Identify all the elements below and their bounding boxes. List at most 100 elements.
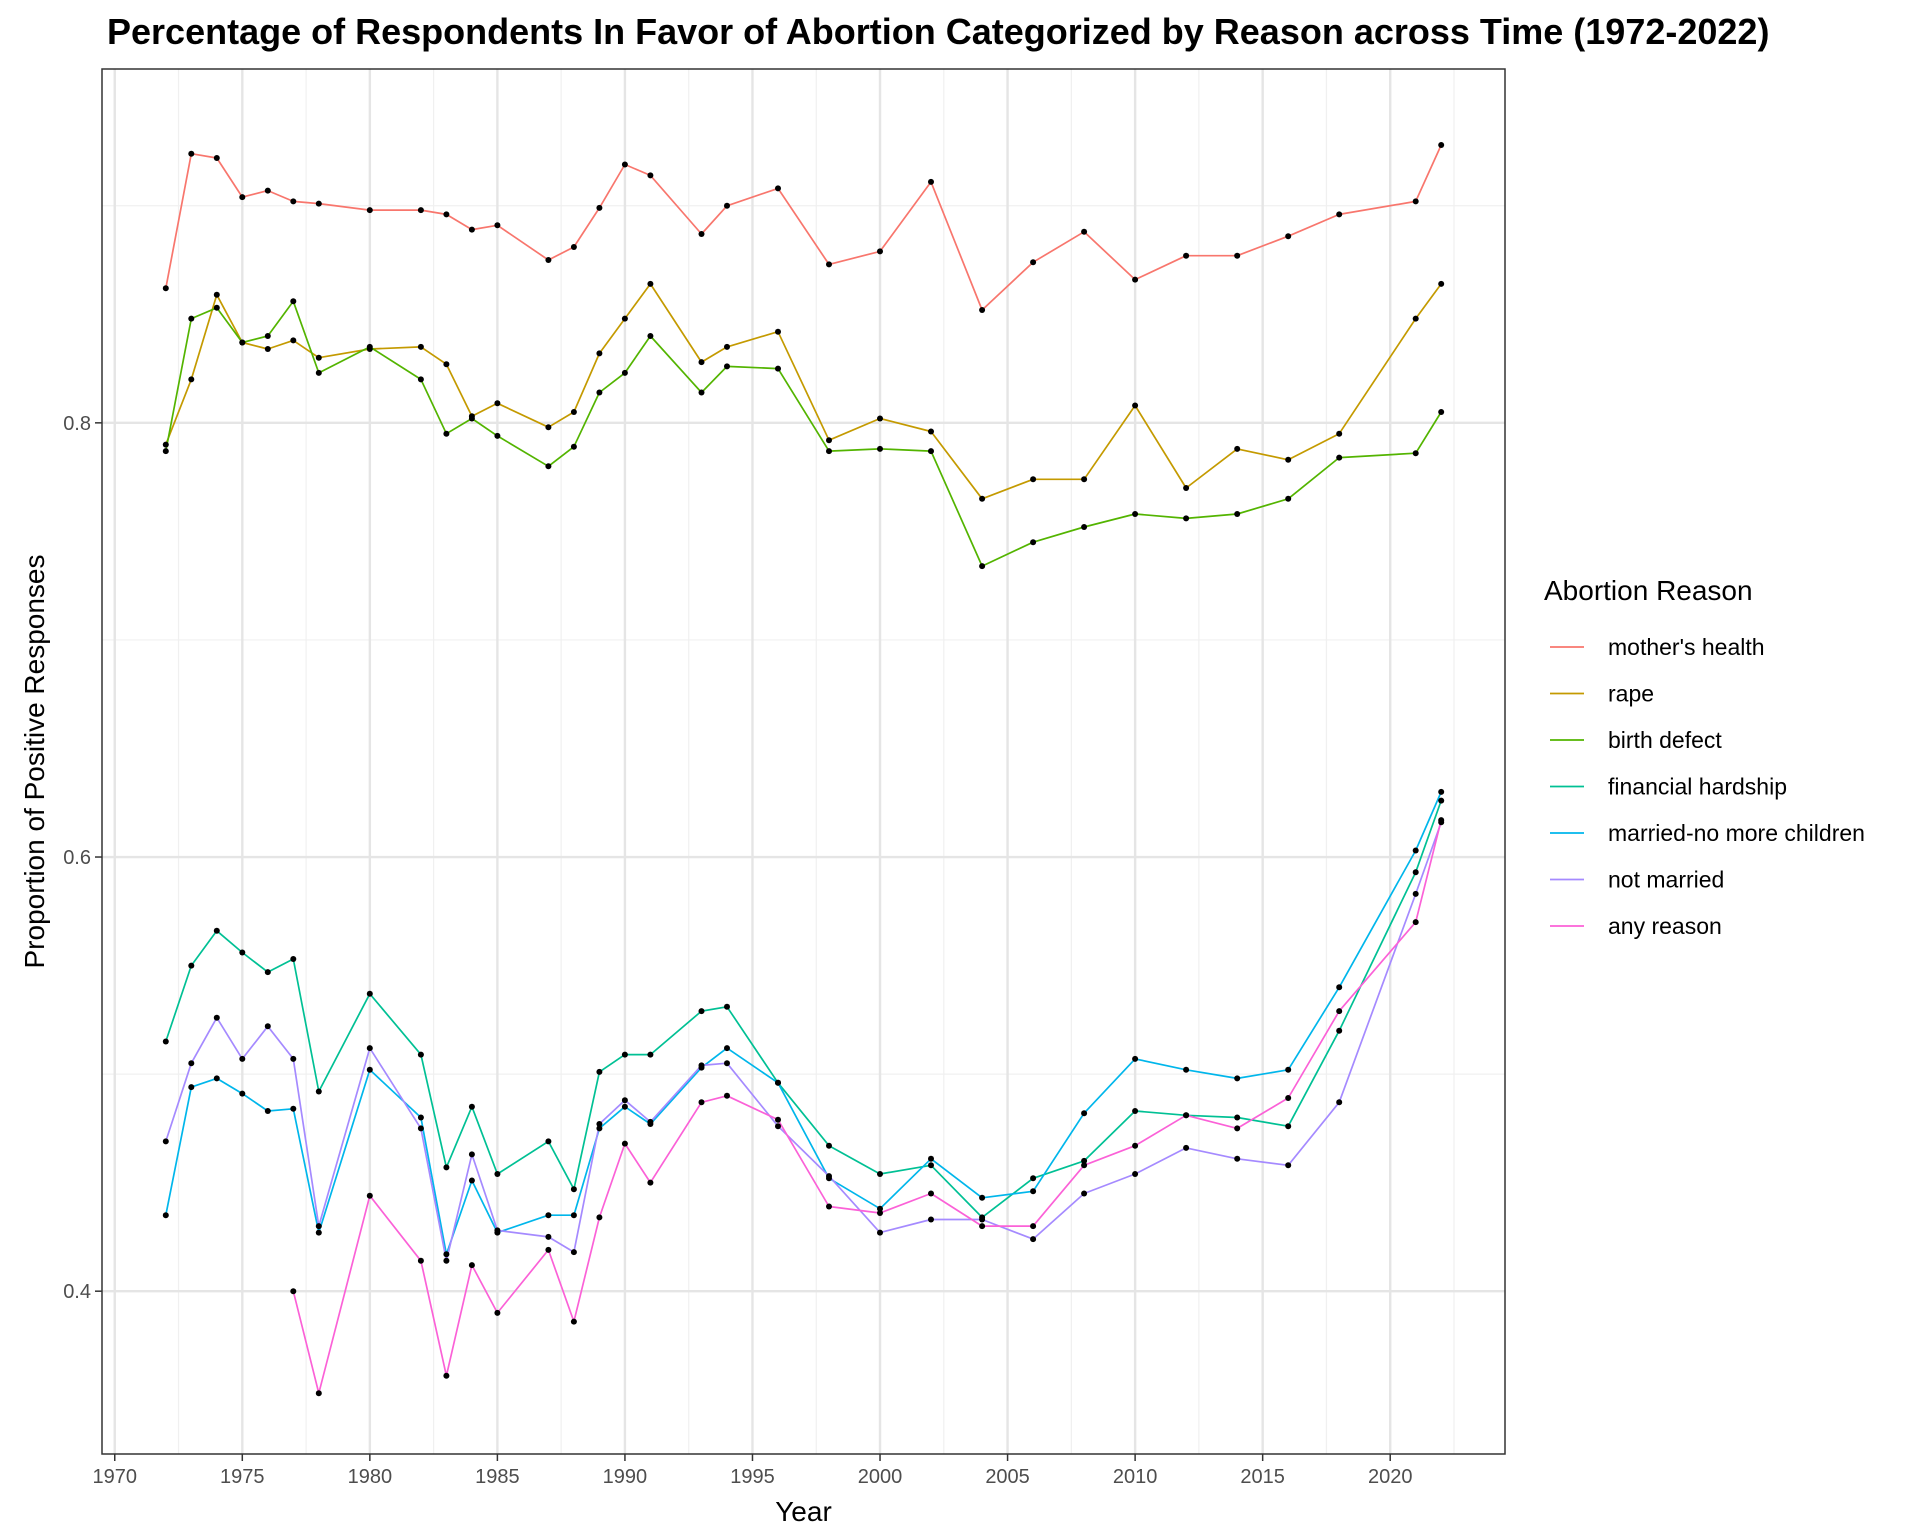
data-point bbox=[1030, 539, 1037, 546]
data-point bbox=[494, 432, 501, 439]
data-point bbox=[1412, 315, 1419, 322]
data-point bbox=[315, 1088, 322, 1095]
data-point bbox=[1183, 252, 1190, 259]
data-point bbox=[1285, 456, 1292, 463]
data-point bbox=[1336, 1008, 1343, 1015]
data-point bbox=[188, 1084, 195, 1091]
data-point bbox=[417, 1051, 424, 1058]
data-point bbox=[494, 222, 501, 229]
data-point bbox=[417, 1125, 424, 1132]
data-point bbox=[545, 257, 552, 263]
data-point bbox=[162, 285, 169, 292]
data-point bbox=[979, 1194, 986, 1201]
data-point bbox=[1183, 1112, 1190, 1119]
data-point bbox=[1412, 847, 1419, 854]
data-point bbox=[1081, 476, 1088, 483]
data-point bbox=[570, 244, 577, 250]
minor-grid bbox=[102, 69, 1505, 1454]
data-point bbox=[1132, 1055, 1139, 1062]
data-point bbox=[315, 1229, 322, 1236]
data-point bbox=[188, 315, 195, 322]
data-point bbox=[239, 1055, 246, 1062]
data-point bbox=[1285, 233, 1292, 240]
data-point bbox=[928, 1162, 934, 1169]
data-point bbox=[1438, 280, 1445, 287]
data-point bbox=[724, 1003, 730, 1010]
y-tick-label: 0.8 bbox=[63, 413, 91, 435]
legend-label: financial hardship bbox=[1608, 774, 1787, 800]
data-point bbox=[1336, 211, 1343, 218]
data-point bbox=[1030, 1188, 1037, 1195]
data-point bbox=[724, 1045, 730, 1052]
data-point bbox=[596, 389, 603, 396]
data-point bbox=[570, 443, 577, 450]
data-point bbox=[647, 280, 654, 287]
data-point bbox=[315, 200, 322, 207]
x-axis-title: Year bbox=[775, 1496, 832, 1527]
data-point bbox=[1412, 198, 1419, 205]
x-tick-label: 1990 bbox=[603, 1466, 648, 1488]
data-point bbox=[417, 1257, 424, 1264]
data-point bbox=[1438, 409, 1445, 415]
data-point bbox=[239, 949, 246, 956]
data-point bbox=[366, 207, 373, 214]
legend-label: rape bbox=[1608, 681, 1654, 707]
data-point bbox=[1081, 524, 1088, 530]
data-point bbox=[1030, 1175, 1037, 1182]
data-point bbox=[162, 1138, 169, 1145]
data-point bbox=[366, 343, 373, 350]
data-point bbox=[290, 337, 297, 344]
legend-label: birth defect bbox=[1608, 727, 1722, 753]
data-point bbox=[570, 1249, 577, 1256]
data-point bbox=[290, 1055, 297, 1062]
data-point bbox=[290, 198, 297, 205]
data-point bbox=[621, 1103, 628, 1110]
data-point bbox=[1081, 228, 1088, 235]
data-point bbox=[1438, 817, 1445, 824]
data-point bbox=[928, 428, 934, 435]
data-point bbox=[188, 1060, 195, 1067]
data-point bbox=[1285, 1123, 1292, 1130]
data-point bbox=[647, 172, 654, 179]
data-point bbox=[698, 1099, 705, 1106]
data-point bbox=[877, 1229, 883, 1236]
data-point bbox=[264, 187, 271, 194]
data-point bbox=[698, 359, 705, 366]
data-point bbox=[1081, 1162, 1088, 1169]
data-point bbox=[366, 1066, 373, 1073]
data-point bbox=[417, 207, 424, 214]
data-point bbox=[545, 463, 552, 470]
data-point bbox=[775, 1116, 781, 1123]
data-point bbox=[979, 1216, 986, 1223]
data-point bbox=[162, 448, 169, 455]
legend-label: mother's health bbox=[1608, 634, 1765, 660]
data-point bbox=[1030, 476, 1037, 483]
data-point bbox=[1412, 869, 1419, 876]
data-point bbox=[366, 1045, 373, 1052]
data-point bbox=[239, 339, 246, 346]
data-point bbox=[162, 1038, 169, 1045]
data-point bbox=[468, 1177, 475, 1184]
plot-border bbox=[101, 68, 1506, 1455]
data-point bbox=[1412, 890, 1419, 897]
x-tick-label: 1985 bbox=[475, 1466, 520, 1488]
data-point bbox=[239, 1090, 246, 1097]
data-point bbox=[1030, 259, 1037, 266]
data-point bbox=[1132, 276, 1139, 283]
plot-background bbox=[102, 69, 1505, 1454]
y-axis-title: Proportion of Positive Responses bbox=[19, 555, 50, 969]
data-point bbox=[928, 1155, 934, 1162]
data-point bbox=[724, 1092, 730, 1099]
legend-label: married-no more children bbox=[1608, 820, 1865, 846]
data-point bbox=[1285, 495, 1292, 502]
data-point bbox=[315, 1390, 322, 1397]
data-point bbox=[698, 389, 705, 396]
data-point bbox=[1234, 445, 1241, 452]
data-point bbox=[213, 1014, 220, 1021]
data-point bbox=[877, 248, 883, 255]
data-point bbox=[826, 1173, 832, 1180]
x-axis: 1970 1975 1980 1985 1990 1995 2000 2005 2010 2015… bbox=[93, 1454, 1412, 1488]
data-point bbox=[213, 927, 220, 934]
data-point bbox=[928, 1216, 934, 1223]
data-point bbox=[264, 1023, 271, 1030]
